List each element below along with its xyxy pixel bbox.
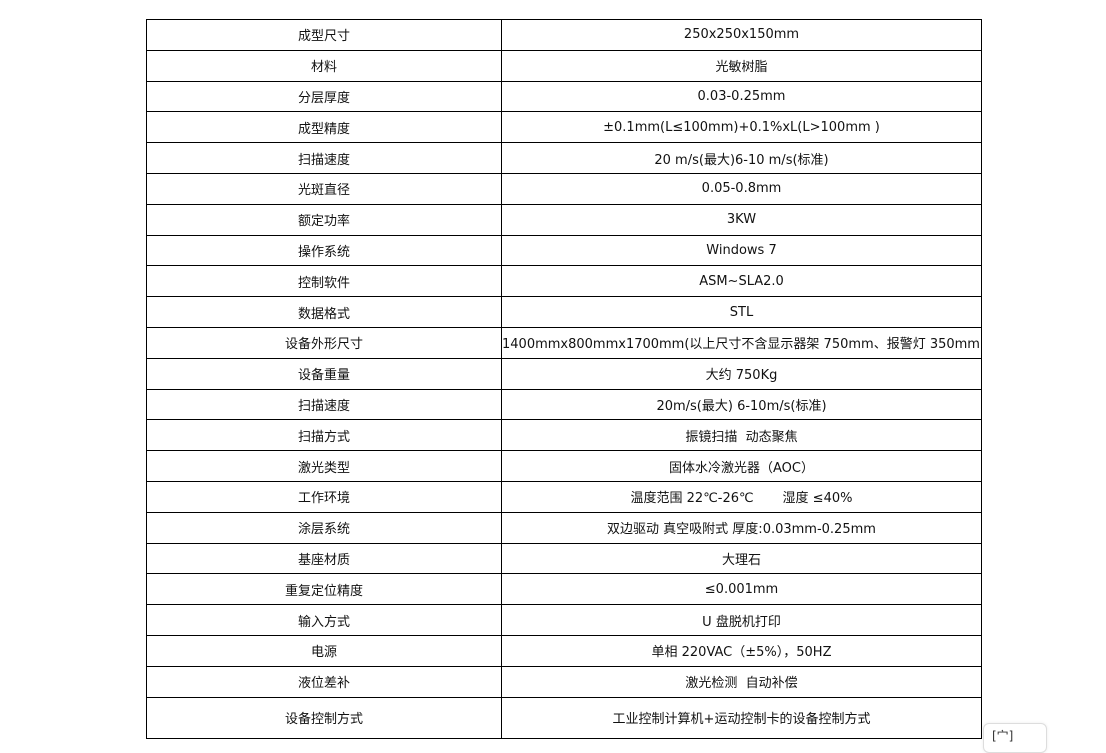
spec-label: 控制软件 — [146, 265, 502, 298]
spec-value: 1400mmx800mmx1700mm(以上尺寸不含显示器架 750mm、报警灯… — [501, 326, 982, 359]
spec-table: 成型尺寸 250x250x150mm 材料 光敏树脂 分层厚度 0.03-0.25mm 成型… — [146, 19, 982, 739]
table-row: 扫描速度 20 m/s(最大)6-10 m/s(标准) — [146, 142, 982, 174]
spec-value: 大约 750Kg — [501, 357, 982, 390]
spec-label: 成型精度 — [146, 111, 502, 144]
table-row: 额定功率 3KW — [146, 203, 982, 236]
spec-value: 固体水冷激光器（AOC） — [501, 450, 982, 482]
table-row: 输入方式 U 盘脱机打印 — [146, 604, 982, 636]
table-row: 扫描方式 振镜扫描 动态聚焦 — [146, 419, 982, 452]
spec-label: 成型尺寸 — [146, 19, 502, 51]
spec-value: 20 m/s(最大)6-10 m/s(标准) — [501, 142, 982, 174]
spec-value: 20m/s(最大) 6-10m/s(标准) — [501, 388, 982, 421]
table-row: 扫描速度 20m/s(最大) 6-10m/s(标准) — [146, 388, 982, 421]
spec-label: 材料 — [146, 49, 502, 82]
spec-value: 单相 220VAC（±5%），50HZ — [501, 634, 982, 667]
spec-label: 操作系统 — [146, 234, 502, 267]
spec-value: 3KW — [501, 203, 982, 236]
spec-value: 温度范围 22℃-26℃ 湿度 ≤40% — [501, 480, 982, 513]
table-row: 设备外形尺寸 1400mmx800mmx1700mm(以上尺寸不含显示器架 750… — [146, 326, 982, 359]
table-row: 重复定位精度 ≤0.001mm — [146, 573, 982, 606]
table-row: 材料 光敏树脂 — [146, 49, 982, 82]
table-row: 数据格式 STL — [146, 296, 982, 328]
table-row: 光斑直径 0.05-0.8mm — [146, 172, 982, 205]
spec-label: 重复定位精度 — [146, 573, 502, 606]
spec-label: 扫描方式 — [146, 419, 502, 452]
floating-button-icon: [宀] — [992, 729, 1014, 743]
spec-value: STL — [501, 296, 982, 328]
spec-label: 液位差补 — [146, 665, 502, 698]
table-row: 设备重量 大约 750Kg — [146, 357, 982, 390]
spec-value: 250x250x150mm — [501, 19, 982, 51]
spec-label: 额定功率 — [146, 203, 502, 236]
spec-label: 输入方式 — [146, 604, 502, 636]
spec-value: U 盘脱机打印 — [501, 604, 982, 636]
spec-value: ASM~SLA2.0 — [501, 265, 982, 298]
spec-label: 基座材质 — [146, 542, 502, 575]
spec-value: 振镜扫描 动态聚焦 — [501, 419, 982, 452]
table-row: 基座材质 大理石 — [146, 542, 982, 575]
floating-action-button[interactable]: [宀] — [983, 723, 1047, 753]
table-row: 涂层系统 双边驱动 真空吸附式 厚度:0.03mm-0.25mm — [146, 511, 982, 544]
table-row: 分层厚度 0.03-0.25mm — [146, 80, 982, 113]
spec-value: 0.03-0.25mm — [501, 80, 982, 113]
spec-label: 电源 — [146, 634, 502, 667]
spec-value: ≤0.001mm — [501, 573, 982, 606]
table-row: 设备控制方式 工业控制计算机+运动控制卡的设备控制方式 — [146, 696, 982, 739]
spec-value: 0.05-0.8mm — [501, 172, 982, 205]
spec-value: 光敏树脂 — [501, 49, 982, 82]
table-row: 液位差补 激光检测 自动补偿 — [146, 665, 982, 698]
spec-label: 设备外形尺寸 — [146, 326, 502, 359]
spec-label: 分层厚度 — [146, 80, 502, 113]
spec-value: 双边驱动 真空吸附式 厚度:0.03mm-0.25mm — [501, 511, 982, 544]
table-row: 控制软件 ASM~SLA2.0 — [146, 265, 982, 298]
spec-label: 扫描速度 — [146, 142, 502, 174]
spec-label: 设备重量 — [146, 357, 502, 390]
spec-value: 激光检测 自动补偿 — [501, 665, 982, 698]
table-row: 成型尺寸 250x250x150mm — [146, 19, 982, 51]
spec-value: 大理石 — [501, 542, 982, 575]
table-row: 成型精度 ±0.1mm(L≤100mm)+0.1%xL(L>100mm ) — [146, 111, 982, 144]
spec-label: 涂层系统 — [146, 511, 502, 544]
spec-label: 扫描速度 — [146, 388, 502, 421]
spec-label: 光斑直径 — [146, 172, 502, 205]
spec-value: ±0.1mm(L≤100mm)+0.1%xL(L>100mm ) — [501, 111, 982, 144]
table-row: 操作系统 Windows 7 — [146, 234, 982, 267]
table-row: 激光类型 固体水冷激光器（AOC） — [146, 450, 982, 482]
spec-label: 工作环境 — [146, 480, 502, 513]
spec-label: 数据格式 — [146, 296, 502, 328]
table-row: 工作环境 温度范围 22℃-26℃ 湿度 ≤40% — [146, 480, 982, 513]
spec-label: 激光类型 — [146, 450, 502, 482]
spec-value: Windows 7 — [501, 234, 982, 267]
table-row: 电源 单相 220VAC（±5%），50HZ — [146, 634, 982, 667]
spec-value: 工业控制计算机+运动控制卡的设备控制方式 — [501, 696, 982, 739]
spec-label: 设备控制方式 — [146, 696, 502, 739]
